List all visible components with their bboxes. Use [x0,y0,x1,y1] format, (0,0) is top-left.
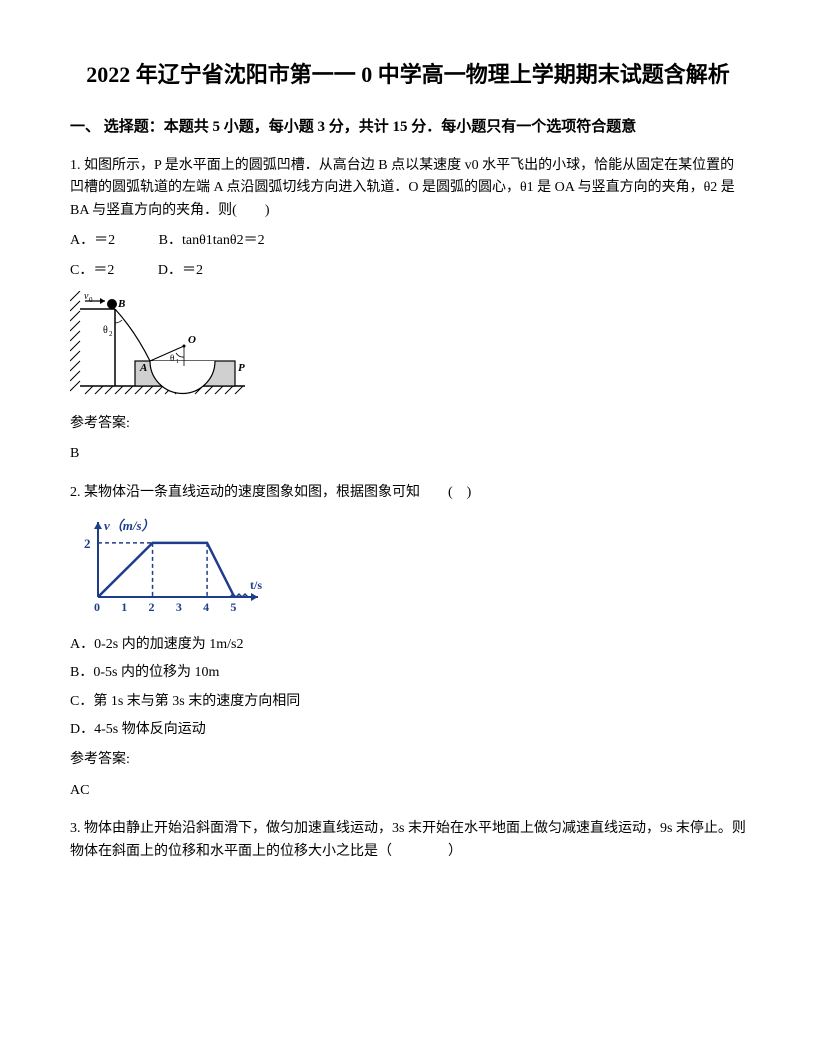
svg-text:4: 4 [203,600,209,614]
q1-text: 1. 如图所示，P 是水平面上的圆弧凹槽．从高台边 B 点以某速度 v0 水平飞… [70,155,746,222]
svg-text:3: 3 [176,600,182,614]
q1-answer: B [70,443,746,465]
svg-text:θ: θ [170,353,174,363]
q1-options-row1: A．＝2 B．tanθ1tanθ2＝2 [70,230,746,252]
q1-optA: A．＝2 [70,230,115,252]
svg-text:2: 2 [84,536,91,551]
svg-text:0: 0 [89,296,93,304]
q1-options-row2: C．＝2 D．＝2 [70,260,746,282]
page-title: 2022 年辽宁省沈阳市第一一 0 中学高一物理上学期期末试题含解析 [70,60,746,91]
q2-optA: A．0-2s 内的加速度为 1m/s2 [70,634,746,656]
q1-optD: D．＝2 [158,260,203,282]
svg-text:P: P [238,362,245,374]
svg-text:5: 5 [230,600,236,614]
q1-optC: C．＝2 [70,260,114,282]
svg-text:O: O [188,334,196,346]
svg-text:1: 1 [121,600,127,614]
q1-answer-label: 参考答案: [70,413,746,435]
question-2: 2. 某物体沿一条直线运动的速度图象如图，根据图象可知 ( ) v（m/s） t/… [70,482,746,803]
q2-optD: D．4-5s 物体反向运动 [70,719,746,741]
svg-text:2: 2 [109,330,113,338]
q2-answer: AC [70,780,746,802]
svg-text:2: 2 [149,600,155,614]
section-header: 一、 选择题：本题共 5 小题，每小题 3 分，共计 15 分．每小题只有一个选… [70,115,746,139]
q3-text: 3. 物体由静止开始沿斜面滑下，做匀加速直线运动，3s 末开始在水平地面上做匀减… [70,818,746,863]
svg-text:0: 0 [94,600,100,614]
q2-optC: C．第 1s 末与第 3s 末的速度方向相同 [70,691,746,713]
q2-chart: v（m/s） t/s 2 0 1 2 3 4 5 [70,512,746,622]
svg-text:1: 1 [176,359,179,365]
svg-text:A: A [139,362,147,374]
q2-answer-label: 参考答案: [70,749,746,771]
q2-optB: B．0-5s 内的位移为 10m [70,662,746,684]
question-1: 1. 如图所示，P 是水平面上的圆弧凹槽．从高台边 B 点以某速度 v0 水平飞… [70,155,746,466]
question-3: 3. 物体由静止开始沿斜面滑下，做匀加速直线运动，3s 末开始在水平地面上做匀减… [70,818,746,863]
q1-optB: B．tanθ1tanθ2＝2 [159,230,265,252]
svg-text:θ: θ [103,325,108,336]
q2-text: 2. 某物体沿一条直线运动的速度图象如图，根据图象可知 ( ) [70,482,746,504]
svg-text:v（m/s）: v（m/s） [104,518,155,533]
q1-diagram: v 0 B θ 2 O θ 1 A P [70,291,746,401]
svg-text:B: B [117,298,125,310]
svg-text:t/s: t/s [250,578,262,592]
